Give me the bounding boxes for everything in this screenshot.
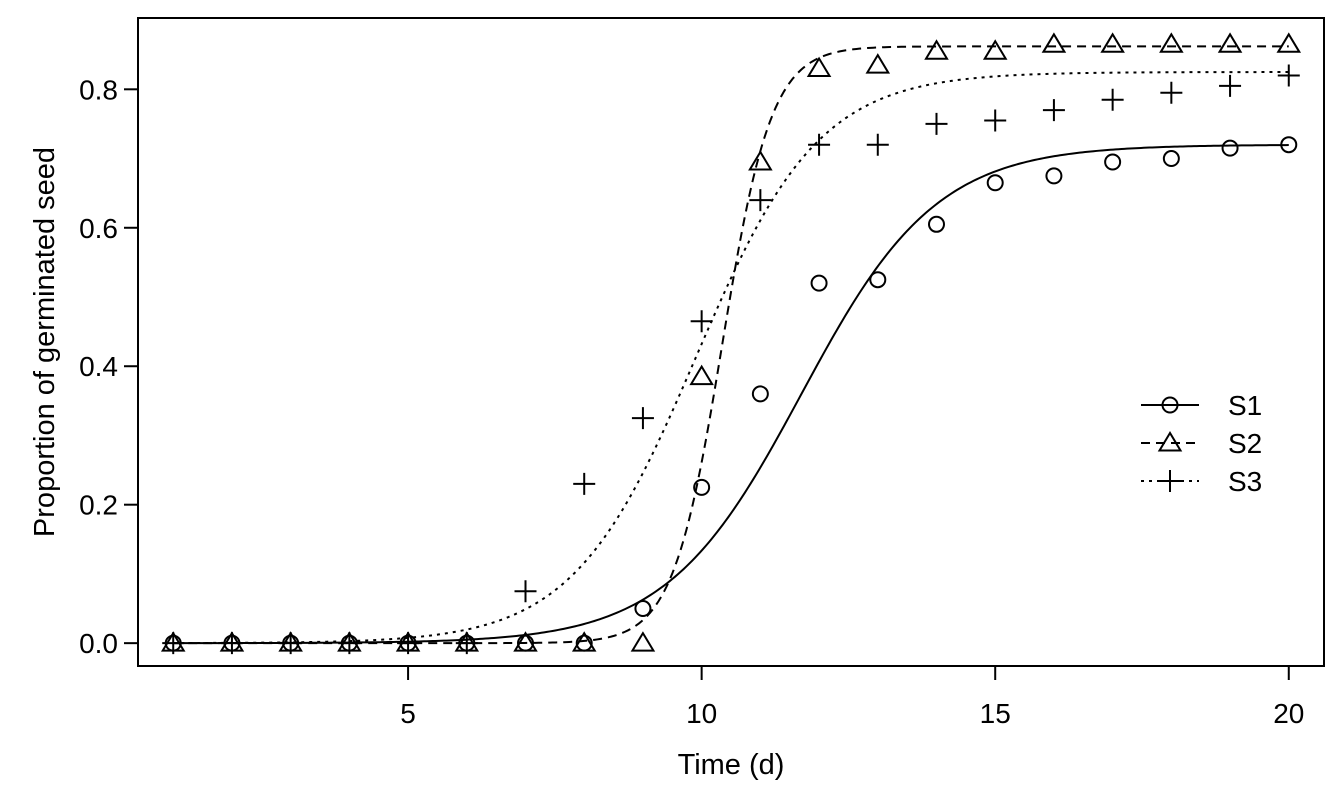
data-point-s3 [690,310,713,333]
data-point-s3 [1219,74,1242,97]
data-point-s1 [1221,139,1239,157]
data-point-s2 [1159,32,1184,53]
data-point-s3 [749,189,772,212]
data-point-s2 [1217,32,1243,53]
data-point-s1 [810,274,828,292]
data-point-s3 [397,632,420,655]
y-tick-label: 0.8 [79,74,118,105]
data-points [160,32,1302,655]
y-tick-label: 0.6 [79,213,118,244]
data-point-s2 [630,631,656,652]
legend-marker-s3 [1159,470,1181,492]
fit-curves [173,45,1289,645]
y-tick-label: 0.4 [79,351,118,382]
legend-marker-s1 [1161,396,1179,414]
data-point-s3 [220,632,243,655]
data-point-s2 [513,631,538,652]
x-tick-label: 15 [980,698,1011,729]
data-point-s2 [865,53,891,74]
y-tick-label: 0.2 [79,490,118,521]
legend-marker-s2 [1157,431,1183,452]
data-point-s1 [693,478,711,496]
data-point-s2 [1276,32,1302,53]
data-point-s3 [984,109,1007,132]
legend-label-s3: S3 [1228,466,1262,497]
data-point-s3 [162,632,185,655]
data-point-s2 [748,150,773,171]
data-point-s3 [514,580,537,603]
data-point-s1 [751,385,769,403]
data-point-s3 [1277,64,1300,87]
data-point-s3 [1160,81,1183,104]
data-point-s3 [631,407,654,430]
data-point-s3 [279,632,302,655]
data-point-s2 [924,39,949,60]
x-tick-label: 5 [400,698,416,729]
x-axis: 5 10 15 20 [400,666,1304,729]
data-point-s1 [869,271,887,289]
legend-label-s2: S2 [1228,428,1262,459]
data-point-s3 [1042,99,1065,122]
data-point-s2 [571,631,597,652]
data-point-s1 [634,600,652,618]
fit-curve-s2 [173,45,1289,645]
y-axis: 0.0 0.2 0.4 0.6 0.8 [79,74,138,659]
data-point-s1 [1162,150,1180,168]
data-point-s3 [866,133,889,156]
legend-label-s1: S1 [1228,390,1262,421]
data-point-s3 [925,112,948,135]
data-point-s2 [806,56,832,78]
data-point-s1 [986,174,1004,192]
data-point-s2 [1100,32,1125,53]
data-point-s1 [1280,136,1298,154]
legend: S1 S2 S3 [1141,390,1262,497]
data-point-s1 [1104,153,1122,171]
data-point-s2 [689,364,714,386]
fit-curve-s3 [173,71,1289,645]
data-point-s2 [982,39,1008,60]
plot-frame [137,17,1325,667]
data-point-s3 [808,133,831,156]
data-point-s3 [573,472,596,495]
x-axis-title: Time (d) [678,749,785,781]
data-point-s1 [927,215,945,233]
x-tick-label: 20 [1273,698,1304,729]
y-axis-title: Proportion of germinated seed [29,147,61,537]
data-point-s3 [1101,88,1124,111]
y-tick-label: 0.0 [79,628,118,659]
fit-curve-s1 [173,144,1289,645]
data-point-s3 [455,632,478,655]
x-tick-label: 10 [686,698,717,729]
data-point-s2 [1041,32,1067,53]
data-point-s3 [338,632,361,655]
data-point-s1 [1045,167,1063,185]
